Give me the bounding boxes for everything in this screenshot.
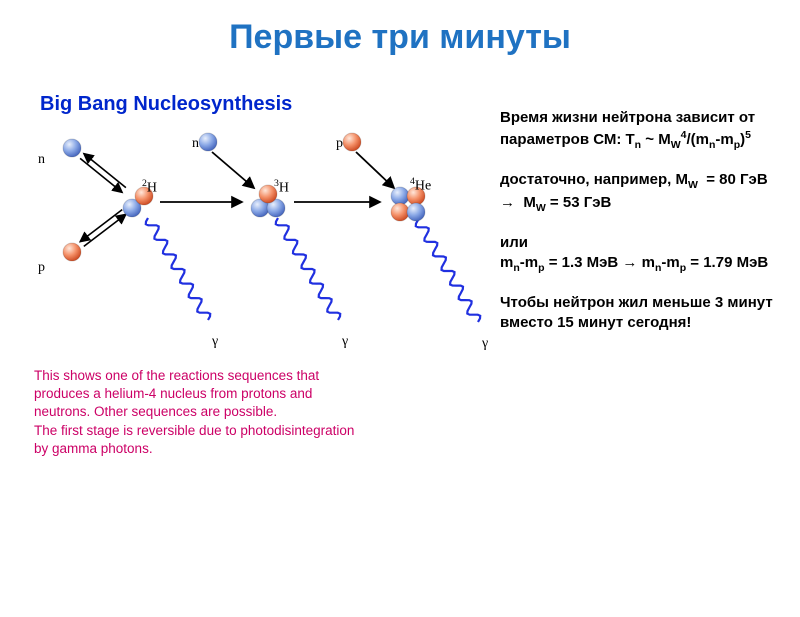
left-panel: Big Bang Nucleosynthesis — [30, 93, 490, 458]
right-text-block: Время жизни нейтрона зависит от параметр… — [500, 108, 785, 352]
subtitle: Big Bang Nucleosynthesis — [40, 93, 490, 116]
diagram-label: n — [192, 136, 199, 152]
diagram-svg — [30, 122, 500, 357]
diagram-label: γ — [482, 336, 488, 352]
diagram-label: p — [336, 136, 343, 152]
diagram-label: p — [38, 260, 45, 276]
nucleosynthesis-diagram: npnp2H3H4Heγγγ — [30, 122, 470, 367]
diagram-label: γ — [342, 334, 348, 350]
page-title: Первые три минуты — [0, 18, 800, 57]
diagram-label: 4He — [410, 176, 431, 195]
diagram-label: n — [38, 152, 45, 168]
diagram-label: 2H — [142, 178, 157, 197]
diagram-label: 3H — [274, 178, 289, 197]
diagram-label: γ — [212, 334, 218, 350]
caption-text: This shows one of the reactions sequence… — [34, 367, 414, 458]
